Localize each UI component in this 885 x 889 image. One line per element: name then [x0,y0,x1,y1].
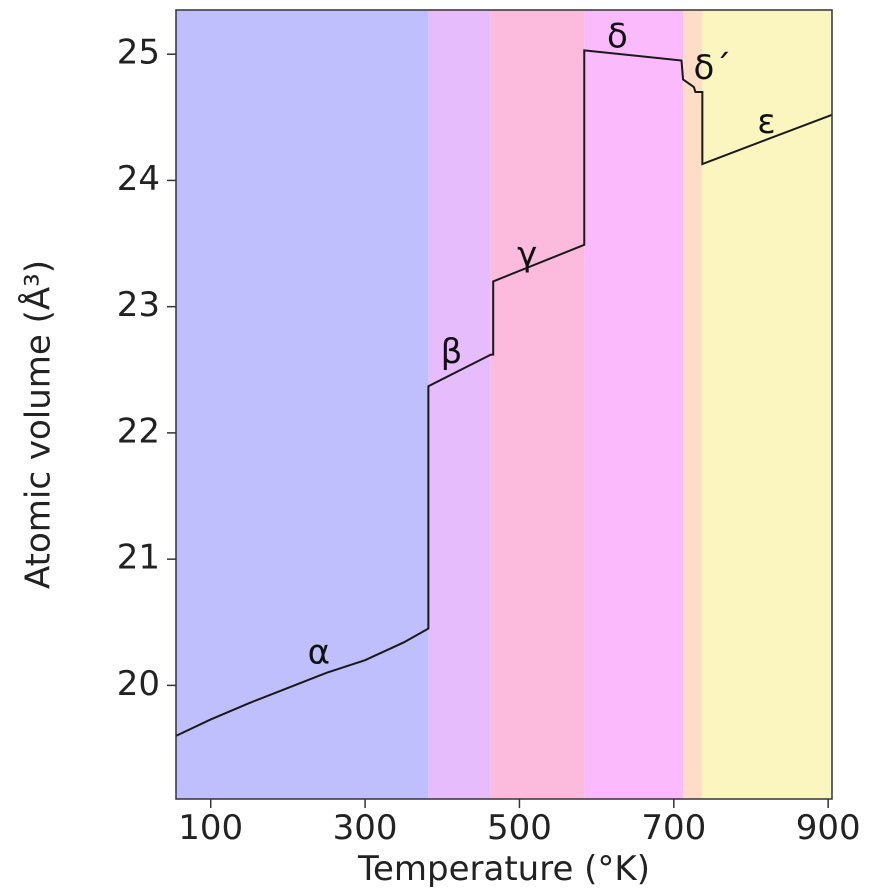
y-tick-label-0: 20 [117,664,160,704]
phase-label-3: δ [607,16,628,56]
phase-band-2 [490,10,585,799]
phase-band-1 [428,10,491,799]
phase-band-0 [176,10,429,799]
y-tick-label-4: 24 [117,159,160,199]
y-tick-label-5: 25 [117,33,160,73]
phase-labels: α β γ δ δ´ ε [308,16,776,672]
phase-label-5: ε [757,102,775,142]
phase-band-3 [584,10,684,799]
phase-bands [176,10,832,799]
y-axis-title: Atomic volume (Å³) [18,260,59,589]
phase-label-0: α [308,632,330,672]
y-tick-label-2: 22 [117,411,160,451]
volume-curve-0 [175,49,833,737]
phase-label-2: γ [517,235,537,275]
plot-frame [175,9,833,800]
x-tick-label-1: 300 [333,808,398,848]
y-tick-label-1: 21 [117,538,160,578]
y-tick-label-3: 23 [117,285,160,325]
phase-label-4: δ´ [693,48,731,88]
phase-label-1: β [441,332,463,372]
x-tick-label-2: 500 [487,808,552,848]
x-tick-label-0: 100 [178,808,243,848]
x-tick-label-3: 700 [641,808,706,848]
volume-curve-layer [175,49,833,737]
x-axis-title: Temperature (°K) [357,849,650,889]
phase-band-4 [683,10,703,799]
x-tick-label-4: 900 [796,808,861,848]
phase-band-5 [702,10,832,799]
axes: 100 300 500 700 900 20 21 22 23 24 25 [117,33,861,848]
